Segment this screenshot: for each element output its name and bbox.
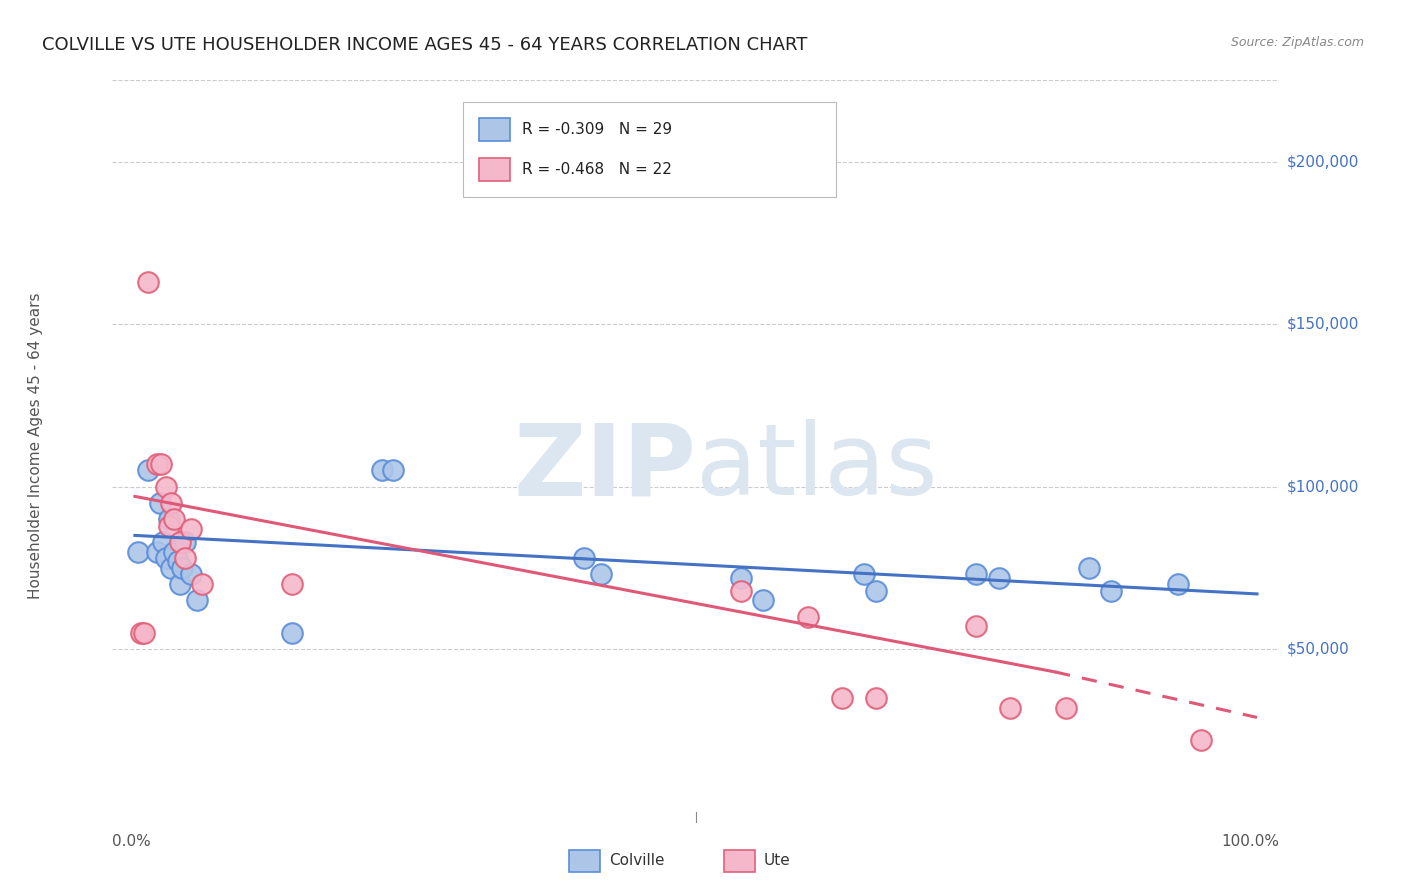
Text: $200,000: $200,000 xyxy=(1286,154,1358,169)
Point xyxy=(998,700,1021,714)
Point xyxy=(1099,583,1122,598)
Point xyxy=(155,551,177,566)
Point xyxy=(155,480,177,494)
Point xyxy=(138,463,160,477)
Text: 100.0%: 100.0% xyxy=(1222,834,1279,849)
Point xyxy=(730,571,752,585)
Point xyxy=(865,690,887,705)
Point xyxy=(191,577,214,591)
Point xyxy=(180,567,202,582)
Point xyxy=(797,609,820,624)
Point xyxy=(382,463,405,477)
Text: atlas: atlas xyxy=(696,419,938,516)
Point xyxy=(160,496,183,510)
Point xyxy=(966,619,988,633)
Text: $50,000: $50,000 xyxy=(1286,641,1350,657)
Text: ZIP: ZIP xyxy=(513,419,696,516)
Point xyxy=(966,567,988,582)
Point xyxy=(730,583,752,598)
Point xyxy=(1167,577,1189,591)
Point xyxy=(865,583,887,598)
Point xyxy=(1054,700,1077,714)
Point xyxy=(572,551,595,566)
Point xyxy=(169,577,191,591)
Point xyxy=(987,571,1010,585)
Text: 0.0%: 0.0% xyxy=(112,834,152,849)
Text: Source: ZipAtlas.com: Source: ZipAtlas.com xyxy=(1230,36,1364,49)
Point xyxy=(146,457,169,471)
Point xyxy=(138,275,160,289)
Point xyxy=(589,567,612,582)
Text: Householder Income Ages 45 - 64 years: Householder Income Ages 45 - 64 years xyxy=(28,293,42,599)
Point xyxy=(169,535,191,549)
Point xyxy=(752,593,775,607)
Point xyxy=(853,567,876,582)
Text: R = -0.468   N = 22: R = -0.468 N = 22 xyxy=(522,161,672,177)
Point xyxy=(831,690,853,705)
Point xyxy=(157,518,180,533)
Point xyxy=(1189,733,1212,747)
Point xyxy=(281,626,304,640)
Text: $150,000: $150,000 xyxy=(1286,317,1358,332)
Point xyxy=(149,457,172,471)
Text: COLVILLE VS UTE HOUSEHOLDER INCOME AGES 45 - 64 YEARS CORRELATION CHART: COLVILLE VS UTE HOUSEHOLDER INCOME AGES … xyxy=(42,36,807,54)
Text: Ute: Ute xyxy=(763,854,790,868)
Point xyxy=(186,593,208,607)
Point xyxy=(127,544,149,558)
Point xyxy=(174,551,197,566)
Point xyxy=(163,512,186,526)
Point xyxy=(281,577,304,591)
Point xyxy=(132,626,155,640)
Point xyxy=(129,626,152,640)
Point xyxy=(163,544,186,558)
Point xyxy=(371,463,394,477)
Point xyxy=(166,554,188,568)
Point xyxy=(1077,561,1099,575)
Text: $100,000: $100,000 xyxy=(1286,479,1358,494)
Point xyxy=(160,561,183,575)
Text: Colville: Colville xyxy=(609,854,664,868)
Point xyxy=(157,512,180,526)
Point xyxy=(174,535,197,549)
Text: R = -0.309   N = 29: R = -0.309 N = 29 xyxy=(522,122,672,137)
Point xyxy=(170,561,193,575)
Point xyxy=(146,544,169,558)
Point xyxy=(149,496,172,510)
Point xyxy=(152,535,174,549)
Point xyxy=(180,522,202,536)
